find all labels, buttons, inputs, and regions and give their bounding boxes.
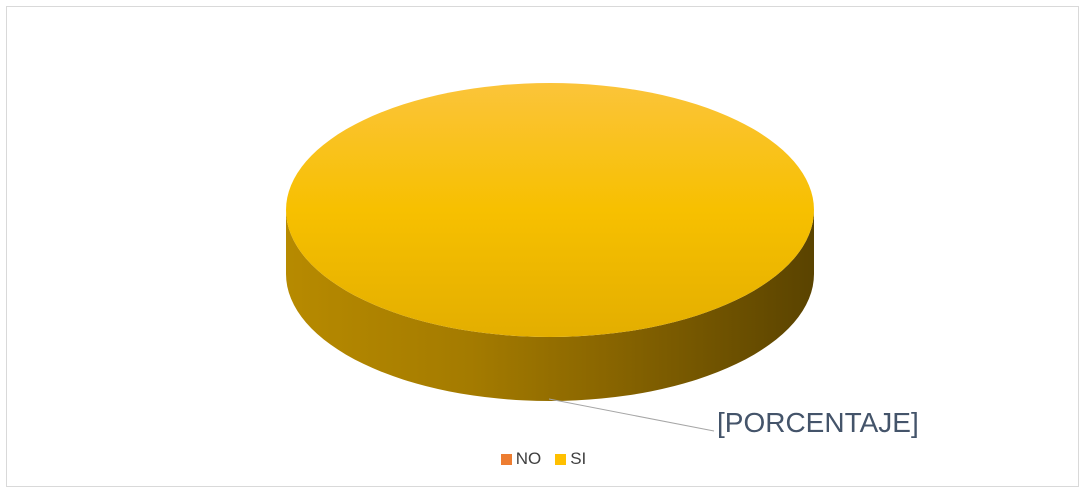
legend-swatch-si (555, 453, 567, 465)
data-label-leader-line (548, 398, 715, 432)
slice-si (286, 83, 814, 337)
legend-label-si: SI (570, 449, 587, 468)
data-label-si: [PORCENTAJE] (717, 407, 919, 438)
legend-swatch-no (500, 453, 512, 465)
pie-slices (286, 83, 814, 401)
legend-item-si: SI (555, 449, 586, 469)
legend-label-no: NO (515, 449, 542, 468)
legend-item-no: NO (500, 449, 542, 469)
slice-side-si (286, 210, 814, 401)
legend: NO SI (0, 449, 1087, 469)
